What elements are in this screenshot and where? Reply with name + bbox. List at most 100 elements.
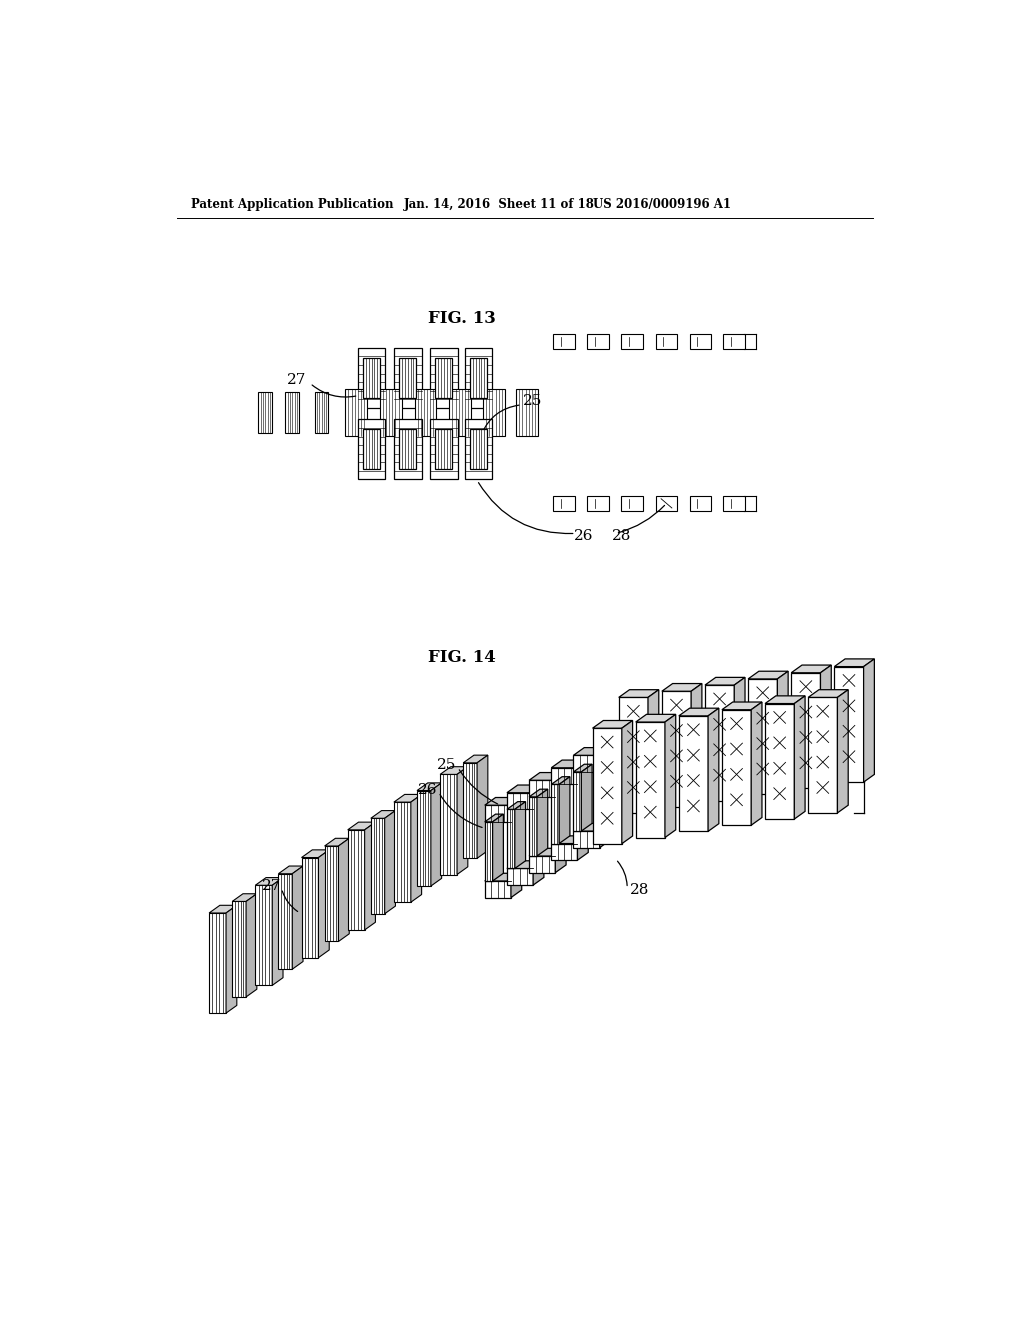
Polygon shape: [820, 665, 831, 788]
Bar: [399, 358, 416, 397]
Polygon shape: [325, 846, 339, 941]
Bar: [553, 496, 574, 511]
Polygon shape: [301, 850, 330, 858]
Text: 25: 25: [523, 393, 543, 408]
Bar: [357, 420, 385, 479]
Polygon shape: [792, 673, 820, 788]
Bar: [415, 389, 436, 436]
Polygon shape: [507, 861, 544, 869]
Bar: [394, 420, 422, 479]
Polygon shape: [555, 849, 566, 873]
Polygon shape: [507, 869, 534, 886]
Polygon shape: [578, 836, 588, 861]
Polygon shape: [511, 797, 521, 822]
Text: 26: 26: [418, 783, 437, 797]
Polygon shape: [534, 861, 544, 886]
Polygon shape: [705, 677, 745, 685]
Polygon shape: [529, 772, 566, 780]
Polygon shape: [792, 665, 831, 673]
Text: 25: 25: [437, 758, 457, 772]
Polygon shape: [484, 805, 511, 822]
Polygon shape: [593, 729, 622, 843]
Bar: [470, 429, 487, 470]
Polygon shape: [838, 689, 848, 813]
Bar: [465, 420, 493, 479]
Polygon shape: [679, 715, 708, 832]
Polygon shape: [777, 671, 788, 795]
Polygon shape: [551, 776, 570, 784]
Polygon shape: [705, 685, 734, 800]
Polygon shape: [463, 755, 487, 763]
Polygon shape: [348, 830, 365, 929]
Polygon shape: [484, 880, 511, 898]
Polygon shape: [529, 797, 537, 855]
Polygon shape: [537, 789, 548, 855]
Polygon shape: [734, 677, 745, 800]
Polygon shape: [292, 866, 303, 969]
Polygon shape: [551, 760, 588, 768]
Bar: [724, 334, 745, 350]
Text: 28: 28: [611, 529, 631, 543]
Polygon shape: [209, 906, 237, 913]
Polygon shape: [578, 760, 588, 784]
Polygon shape: [551, 843, 578, 861]
Polygon shape: [765, 696, 805, 704]
Polygon shape: [722, 702, 762, 710]
Polygon shape: [636, 722, 665, 837]
Bar: [450, 389, 471, 436]
Polygon shape: [325, 838, 349, 846]
Polygon shape: [529, 789, 548, 797]
Polygon shape: [529, 780, 555, 797]
Polygon shape: [365, 822, 376, 929]
Bar: [364, 429, 380, 470]
Polygon shape: [529, 849, 566, 855]
Polygon shape: [618, 697, 648, 813]
Bar: [516, 389, 538, 436]
Bar: [470, 358, 487, 397]
Text: 27: 27: [287, 374, 306, 387]
Polygon shape: [339, 838, 349, 941]
Bar: [394, 348, 422, 408]
Polygon shape: [511, 874, 521, 898]
Polygon shape: [431, 783, 441, 886]
Polygon shape: [272, 878, 283, 985]
Polygon shape: [484, 814, 504, 822]
Polygon shape: [795, 696, 805, 818]
Polygon shape: [507, 809, 515, 869]
Polygon shape: [662, 692, 691, 807]
Polygon shape: [662, 684, 701, 692]
Bar: [314, 392, 329, 433]
Polygon shape: [765, 704, 795, 818]
Polygon shape: [679, 708, 719, 715]
Text: 26: 26: [574, 529, 594, 543]
Polygon shape: [708, 708, 719, 832]
Polygon shape: [534, 785, 544, 809]
Bar: [587, 496, 608, 511]
Polygon shape: [385, 810, 395, 913]
Polygon shape: [863, 659, 874, 781]
Bar: [430, 420, 458, 479]
Polygon shape: [835, 659, 874, 667]
Polygon shape: [484, 822, 493, 880]
Polygon shape: [440, 767, 468, 775]
Polygon shape: [573, 772, 582, 832]
Bar: [345, 389, 367, 436]
Bar: [258, 392, 272, 433]
Polygon shape: [573, 747, 610, 755]
Text: 28: 28: [630, 883, 649, 896]
Bar: [364, 358, 380, 397]
Polygon shape: [348, 822, 376, 830]
Polygon shape: [371, 818, 385, 913]
Polygon shape: [484, 874, 521, 880]
Polygon shape: [394, 795, 422, 803]
Bar: [357, 348, 385, 408]
Polygon shape: [593, 721, 633, 729]
Bar: [587, 334, 608, 350]
Polygon shape: [622, 721, 633, 843]
Text: 27: 27: [262, 879, 282, 894]
Polygon shape: [232, 902, 246, 997]
Polygon shape: [665, 714, 676, 837]
Bar: [655, 496, 677, 511]
Polygon shape: [279, 866, 303, 874]
Polygon shape: [477, 755, 487, 858]
